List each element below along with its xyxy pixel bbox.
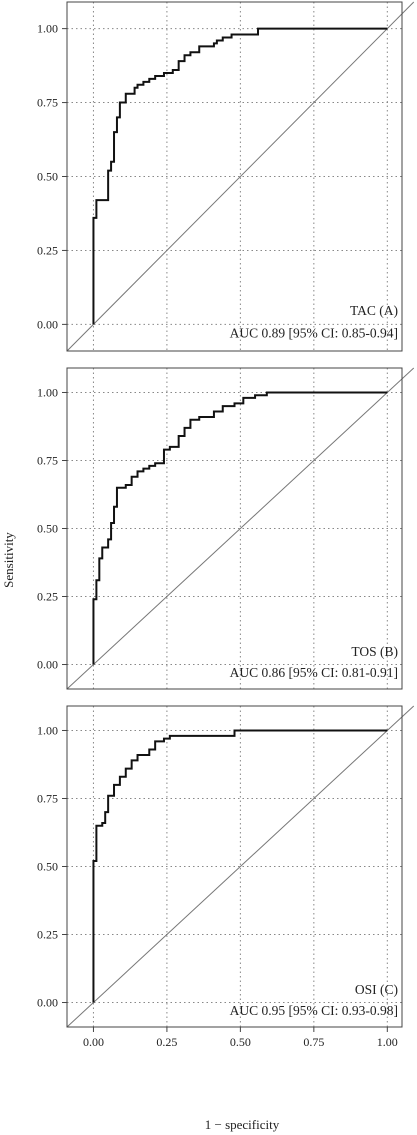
roc-curve xyxy=(92,391,388,665)
diagonal-reference-line xyxy=(66,367,415,690)
y-axis-label: Sensitivity xyxy=(1,532,16,588)
y-tick-label: 0.25 xyxy=(37,928,58,942)
y-tick-label: 0.25 xyxy=(37,243,58,257)
y-tick-label: 0.75 xyxy=(37,96,58,110)
y-tick-label: 0.50 xyxy=(37,170,58,184)
y-tick-label: 1.00 xyxy=(37,22,58,36)
y-tick-label: 1.00 xyxy=(37,385,58,399)
x-tick-label: 1.00 xyxy=(377,1035,398,1049)
y-tick-label: 0.50 xyxy=(37,860,58,874)
y-tick-label: 0.00 xyxy=(37,317,58,331)
roc-panel-c: 0.00 0.25 0.50 0.75 1.00 0.00 0.25 0.50 0.75 1.00… xyxy=(37,705,415,1049)
x-tick-label: 0.75 xyxy=(303,1035,324,1049)
y-tick-label: 1.00 xyxy=(37,723,58,737)
panel-title: OSI (C) xyxy=(355,982,398,997)
x-tick-label: 0.50 xyxy=(230,1035,251,1049)
y-tick-label: 0.50 xyxy=(37,522,58,536)
y-tick-label: 0.75 xyxy=(37,453,58,467)
x-tick-label: 0.25 xyxy=(156,1035,177,1049)
x-axis-label: 1 − specificity xyxy=(205,1117,280,1132)
panel-title: TOS (B) xyxy=(351,644,398,659)
panel-title: TAC (A) xyxy=(350,303,398,318)
diagonal-reference-line xyxy=(66,1,415,352)
y-tick-label: 0.00 xyxy=(37,996,58,1010)
roc-panel-b: 0.00 0.25 0.50 0.75 1.00 TOS (B) AUC 0.86 [95%… xyxy=(37,367,415,690)
auc-annotation: AUC 0.95 [95% CI: 0.93-0.98] xyxy=(230,1003,398,1018)
panels: 0.00 0.25 0.50 0.75 1.00 TAC (A) AUC 0.89 [95%… xyxy=(37,1,415,1049)
roc-curve xyxy=(92,729,388,1003)
y-tick-label: 0.25 xyxy=(37,590,58,604)
x-tick-label: 0.00 xyxy=(83,1035,104,1049)
roc-panel-a: 0.00 0.25 0.50 0.75 1.00 TAC (A) AUC 0.89 [95%… xyxy=(37,1,415,352)
auc-annotation: AUC 0.86 [95% CI: 0.81-0.91] xyxy=(230,665,398,680)
diagonal-reference-line xyxy=(66,705,415,1028)
roc-curve xyxy=(92,27,388,325)
y-tick-label: 0.75 xyxy=(37,791,58,805)
y-tick-label: 0.00 xyxy=(37,658,58,672)
auc-annotation: AUC 0.89 [95% CI: 0.85-0.94] xyxy=(230,326,398,341)
